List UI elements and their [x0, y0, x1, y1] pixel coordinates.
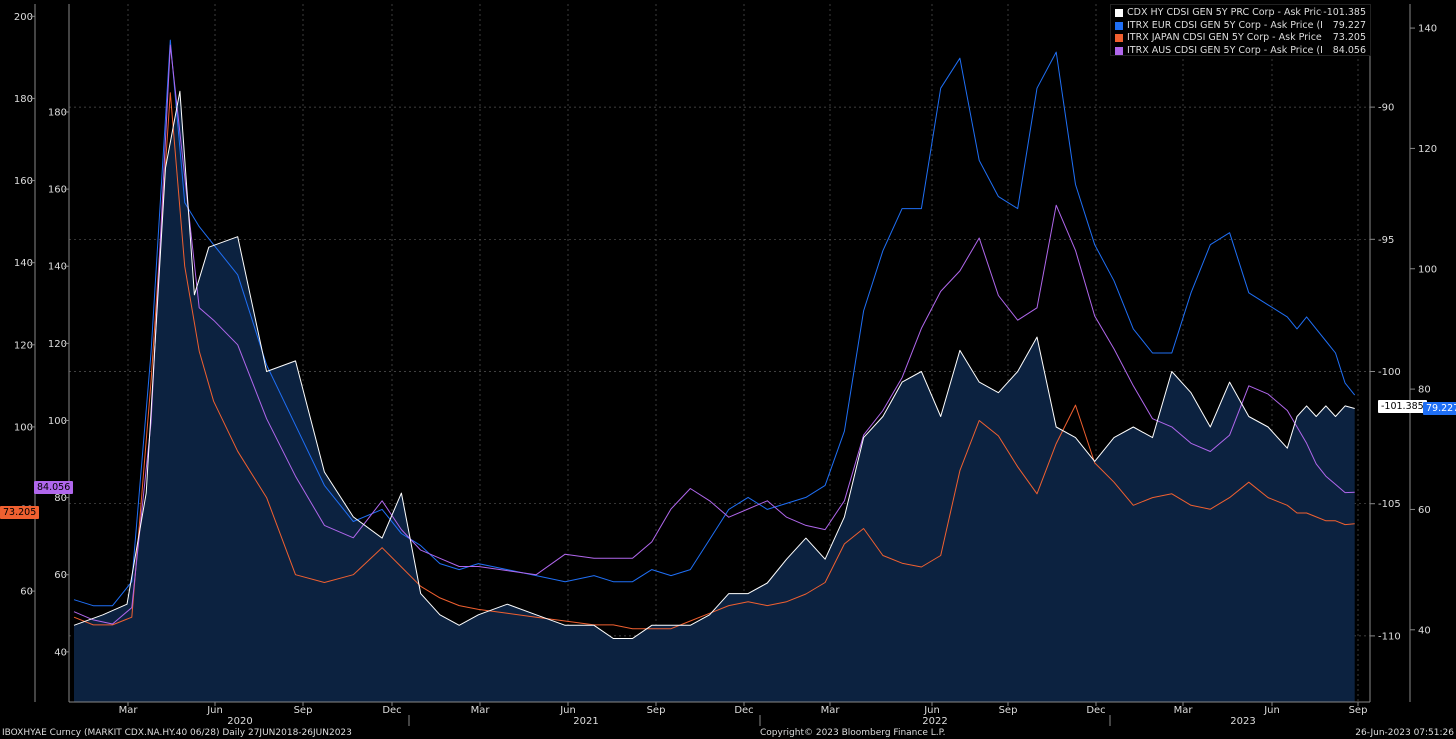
tick-label-r2: 140 [1418, 24, 1437, 35]
tick-label-l2: 180 [14, 94, 33, 105]
series-line-l1 [73, 92, 1355, 630]
legend-entry: ITRX AUS CDSI GEN 5Y Corp - Ask Price (L… [1115, 45, 1366, 58]
x-tick-label: Sep [999, 705, 1018, 716]
x-tick-label: Mar [471, 705, 491, 716]
legend-swatch [1115, 46, 1123, 55]
x-tick-label: Dec [382, 705, 401, 716]
x-tick-label: Jun [923, 705, 940, 716]
x-tick-label: Jun [1263, 705, 1280, 716]
x-tick-label: Mar [119, 705, 139, 716]
x-tick-label: Sep [1349, 705, 1368, 716]
axes [34, 4, 1411, 703]
x-tick-label: Jun [559, 705, 576, 716]
series-line-r2 [73, 39, 1356, 607]
last-value-tag-r1: -101.385 [1378, 400, 1427, 413]
tick-label-r2: 80 [1418, 385, 1431, 396]
tick-label-l1: 140 [48, 262, 67, 273]
tick-label-l1: 160 [48, 185, 67, 196]
footer-security-label: IBOXHYAE Curncy (MARKIT CDX.NA.HY.40 06/… [2, 728, 352, 738]
left-axis-l2-ticks: 6080100120140160180200 [14, 12, 35, 598]
right-axis-r1-ticks: -90 -95 -100 -105 -110 [1370, 103, 1401, 642]
series-lines [73, 39, 1356, 639]
legend-series-name: ITRX JAPAN CDSI GEN 5Y Corp - Ask Price … [1127, 32, 1322, 43]
tick-label-r2: 100 [1418, 264, 1437, 275]
legend-entry: ITRX JAPAN CDSI GEN 5Y Corp - Ask Price … [1115, 32, 1366, 45]
legend-last-value: -101.385 [1323, 7, 1366, 18]
legend-entry: CDX HY CDSI GEN 5Y PRC Corp - Ask Price … [1115, 7, 1366, 20]
tick-label-l2: 120 [14, 340, 33, 351]
x-axis-ticks: Mar Jun Sep Dec Mar Jun Sep Dec Mar Jun Sep Dec Mar J… [119, 702, 1368, 716]
tick-label-l1: 60 [54, 570, 67, 581]
tick-label-l2: 60 [20, 587, 33, 598]
x-tick-label: Dec [1086, 705, 1105, 716]
tick-label-l2: 100 [14, 422, 33, 433]
series-line-l2 [73, 44, 1355, 625]
legend-series-name: CDX HY CDSI GEN 5Y PRC Corp - Ask Price … [1127, 7, 1322, 18]
tick-label-r1: -105 [1378, 499, 1401, 510]
legend-last-value: 84.056 [1332, 44, 1366, 56]
tick-label-l2: 160 [14, 176, 33, 187]
tick-label-l1: 100 [48, 416, 67, 427]
tick-label-r1: -90 [1378, 103, 1394, 114]
legend-swatch [1115, 21, 1123, 30]
tick-label-l2: 140 [14, 258, 33, 269]
legend-series-name: ITRX EUR CDSI GEN 5Y Corp - Ask Price (R… [1127, 19, 1322, 31]
x-tick-label: Sep [294, 705, 313, 716]
legend-last-value: 79.227 [1332, 19, 1366, 31]
x-tick-label: Mar [821, 705, 841, 716]
tick-label-r1: -95 [1378, 235, 1394, 246]
legend-swatch [1115, 34, 1123, 43]
legend-last-value: 73.205 [1332, 32, 1366, 43]
footer-copyright: Copyright© 2023 Bloomberg Finance L.P. [760, 728, 945, 738]
tick-label-r2: 40 [1418, 625, 1431, 636]
tick-label-r1: -110 [1378, 631, 1401, 642]
x-tick-label: Mar [1174, 705, 1194, 716]
area-fill [74, 91, 1355, 703]
left-axis-l1-ticks: 40 60 80 100 120 140 160 180 [48, 107, 69, 658]
tick-label-l1: 180 [48, 107, 67, 118]
tick-label-l2: 200 [14, 12, 33, 23]
last-value-tag-l2: 84.056 [34, 481, 74, 494]
tick-label-l1: 120 [48, 339, 67, 350]
series-line-r1 [73, 90, 1355, 639]
x-year-label: 2020 [227, 716, 252, 727]
legend-series-name: ITRX AUS CDSI GEN 5Y Corp - Ask Price (L… [1127, 44, 1322, 56]
tick-label-l1: 80 [54, 493, 67, 504]
x-year-label: 2023 [1230, 716, 1255, 727]
footer-timestamp: 26-Jun-2023 07:51:26 [1355, 728, 1454, 738]
last-value-tag-r2: 79.227 [1423, 402, 1456, 415]
last-value-tag-l1: 73.205 [0, 506, 40, 519]
tick-label-r2: 60 [1418, 505, 1431, 516]
x-year-label: 2021 [573, 716, 598, 727]
legend-entry: ITRX EUR CDSI GEN 5Y Corp - Ask Price (R… [1115, 20, 1366, 33]
x-tick-label: Sep [647, 705, 666, 716]
x-axis-year-ticks: 2020 2021 2022 2023 [227, 715, 1256, 727]
legend-swatch [1115, 9, 1123, 18]
right-axis-r2-ticks: 40 60 80 100 120 140 [1410, 24, 1437, 636]
chart-legend: CDX HY CDSI GEN 5Y PRC Corp - Ask Price … [1110, 4, 1371, 56]
cdx-area [74, 91, 1355, 703]
tick-label-r1: -100 [1378, 367, 1401, 378]
x-year-label: 2022 [922, 716, 947, 727]
x-tick-label: Jun [206, 705, 223, 716]
tick-label-l1: 40 [54, 647, 67, 658]
tick-label-r2: 120 [1418, 144, 1437, 155]
x-tick-label: Dec [734, 705, 753, 716]
